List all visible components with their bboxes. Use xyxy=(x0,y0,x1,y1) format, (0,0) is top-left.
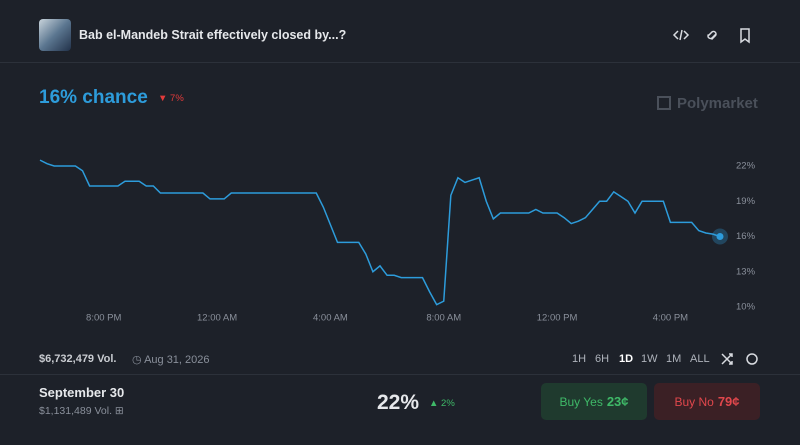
chart: 22% 19% 16% 13% 10% 8:00 PM 12:00 AM 4:00 AM 8:0… xyxy=(39,159,756,324)
divider xyxy=(0,62,800,63)
x-tick-label: 12:00 PM xyxy=(537,313,578,324)
x-tick-label: 8:00 PM xyxy=(86,313,121,324)
range-button[interactable]: 1H xyxy=(572,353,587,365)
market-title[interactable]: Bab el-Mandeb Strait effectively closed … xyxy=(79,28,347,42)
x-tick-label: 8:00 AM xyxy=(426,313,461,324)
shuffle-icon[interactable] xyxy=(721,353,733,365)
buy-no-button[interactable]: Buy No 79¢ xyxy=(654,383,760,420)
volume: $6,732,479 Vol. xyxy=(39,353,117,365)
outcome-change-value: 2% xyxy=(441,398,455,409)
x-tick-label: 4:00 AM xyxy=(313,313,348,324)
chance: 16% chance xyxy=(39,87,148,108)
brand-name: Polymarket xyxy=(677,95,758,112)
bookmark-icon[interactable] xyxy=(740,28,750,44)
link-icon[interactable] xyxy=(707,30,717,41)
end-date: ◷ Aug 31, 2026 xyxy=(132,354,210,366)
settings-icon[interactable] xyxy=(746,353,758,365)
chance-change: ▼ 7% xyxy=(158,93,184,104)
outcome-volume-text: $1,131,489 Vol. xyxy=(39,405,112,417)
range-button[interactable]: 6H xyxy=(595,353,610,365)
range-button[interactable]: 1D xyxy=(619,353,634,365)
x-tick-label: 4:00 PM xyxy=(653,313,688,324)
header-icons xyxy=(672,28,750,44)
range-button[interactable]: 1M xyxy=(666,353,682,365)
y-tick-label: 13% xyxy=(736,266,756,277)
chart-tools xyxy=(721,353,758,365)
no-price: 79¢ xyxy=(717,394,740,409)
buy-yes-button[interactable]: Buy Yes 23¢ xyxy=(541,383,647,420)
price-line xyxy=(39,159,721,306)
end-point xyxy=(716,233,724,240)
yes-price: 23¢ xyxy=(606,394,629,409)
date-text: Aug 31, 2026 xyxy=(144,354,210,366)
outcome-probability: 22% xyxy=(377,391,420,414)
brand: Polymarket xyxy=(657,95,758,112)
embed-icon[interactable] xyxy=(672,29,690,41)
market-image xyxy=(39,19,71,51)
y-tick-label: 16% xyxy=(736,231,756,242)
outcome-change: ▲ 2% xyxy=(429,398,455,409)
buy-no-label: Buy No xyxy=(674,394,714,409)
range-button[interactable]: ALL xyxy=(690,353,710,365)
change-value: 7% xyxy=(170,93,184,104)
range-button[interactable]: 1W xyxy=(641,353,658,365)
y-tick-label: 19% xyxy=(736,196,756,207)
buy-yes-label: Buy Yes xyxy=(559,394,603,409)
outcome-name: September 30 xyxy=(39,385,125,400)
y-tick-label: 22% xyxy=(736,161,756,172)
outcome-volume: $1,131,489 Vol. ⊞ xyxy=(39,405,124,417)
x-tick-label: 12:00 AM xyxy=(197,313,237,324)
divider xyxy=(0,374,800,375)
y-tick-label: 10% xyxy=(736,302,756,313)
